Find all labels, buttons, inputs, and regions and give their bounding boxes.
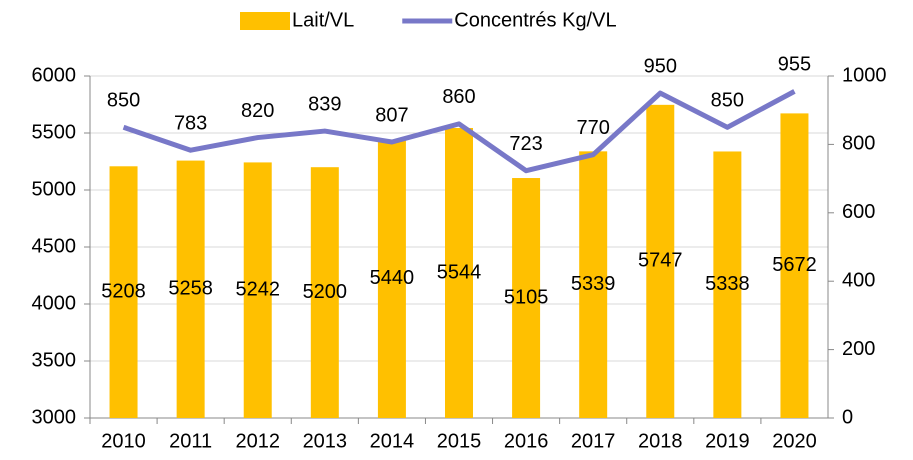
- x-tick-label: 2014: [370, 430, 415, 452]
- line-value-label: 850: [711, 90, 744, 112]
- bar: [512, 178, 541, 418]
- x-tick-label: 2015: [437, 430, 482, 452]
- bar-value-label: 5258: [168, 278, 213, 300]
- bar: [646, 104, 675, 418]
- line-value-label: 955: [778, 54, 811, 76]
- bar-value-label: 5242: [235, 278, 280, 300]
- y2-tick-label: 1000: [842, 64, 887, 86]
- x-tick-label: 2013: [303, 430, 348, 452]
- y-tick-label: 4000: [32, 292, 77, 314]
- x-tick-label: 2019: [705, 430, 750, 452]
- y2-tick-label: 200: [842, 338, 875, 360]
- x-tick-label: 2017: [571, 430, 616, 452]
- x-tick-label: 2018: [638, 430, 683, 452]
- bar-value-label: 5105: [504, 286, 549, 308]
- y2-tick-label: 800: [842, 133, 875, 155]
- bar: [377, 139, 406, 418]
- y-tick-label: 3500: [32, 349, 77, 371]
- legend-swatch: [240, 12, 290, 30]
- line-value-label: 807: [375, 104, 408, 126]
- bar-value-label: 5208: [101, 280, 146, 302]
- y-tick-label: 4500: [32, 235, 77, 257]
- x-tick-label: 2012: [235, 430, 280, 452]
- x-tick-label: 2020: [772, 430, 817, 452]
- x-tick-label: 2016: [504, 430, 549, 452]
- y-tick-label: 5500: [32, 121, 77, 143]
- y-tick-label: 5000: [32, 178, 77, 200]
- line-value-label: 723: [509, 133, 542, 155]
- bar-value-label: 5339: [571, 273, 616, 295]
- bar-value-label: 5440: [370, 267, 415, 289]
- legend-label: Lait/VL: [292, 9, 354, 31]
- y-tick-label: 3000: [32, 406, 77, 428]
- bar-value-label: 5672: [772, 254, 817, 276]
- bar: [579, 151, 608, 418]
- x-tick-label: 2011: [169, 430, 212, 452]
- y2-tick-label: 600: [842, 201, 875, 223]
- bar-value-label: 5338: [705, 273, 750, 295]
- line-value-label: 820: [241, 100, 274, 122]
- line-value-label: 770: [576, 117, 609, 139]
- bar: [176, 160, 205, 418]
- y2-tick-label: 400: [842, 269, 875, 291]
- bar-value-label: 5747: [638, 250, 683, 272]
- bar: [780, 113, 809, 418]
- y2-tick-label: 0: [842, 406, 853, 428]
- y-tick-label: 6000: [32, 64, 77, 86]
- bar: [310, 167, 339, 418]
- bar: [445, 127, 473, 418]
- legend-label: Concentrés Kg/VL: [454, 9, 616, 31]
- line-value-label: 839: [308, 93, 341, 115]
- x-tick-label: 2010: [101, 430, 146, 452]
- bar: [109, 166, 138, 418]
- line-value-label: 860: [442, 86, 475, 108]
- line: [122, 89, 796, 174]
- bar: [243, 162, 272, 418]
- bar: [713, 151, 742, 418]
- bar-value-label: 5200: [303, 281, 348, 303]
- line-value-label: 950: [644, 55, 677, 77]
- line-value-label: 850: [107, 90, 140, 112]
- bar-value-label: 5544: [437, 261, 482, 283]
- line-value-label: 783: [174, 112, 207, 134]
